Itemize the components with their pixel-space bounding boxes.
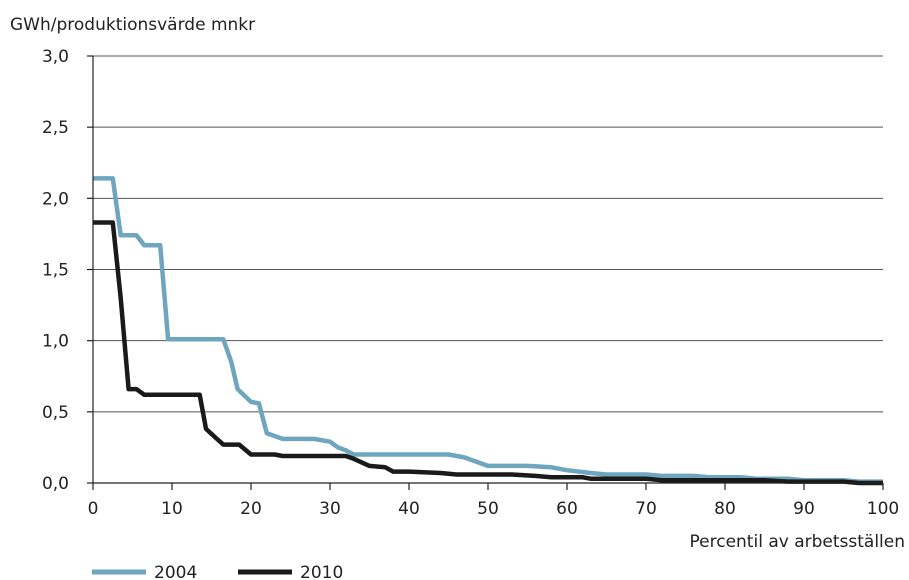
x-tick-label: 100 bbox=[867, 499, 899, 519]
x-tick-label: 50 bbox=[477, 499, 499, 519]
x-ticks: 0 10 20 30 40 50 60 70 80 90 100 bbox=[88, 483, 899, 519]
y-tick-label: 0,5 bbox=[42, 403, 69, 423]
legend: 2004 2010 bbox=[92, 563, 343, 580]
y-tick-label: 2,5 bbox=[42, 118, 69, 138]
x-tick-label: 80 bbox=[714, 499, 736, 519]
x-tick-label: 30 bbox=[319, 499, 341, 519]
y-axis-title: GWh/produktionsvärde mnkr bbox=[10, 15, 255, 35]
gridlines bbox=[93, 55, 883, 413]
x-tick-label: 0 bbox=[88, 499, 99, 519]
y-tick-label: 3,0 bbox=[42, 47, 69, 67]
series-line-2004 bbox=[93, 176, 883, 484]
x-axis-title: Percentil av arbetsställen bbox=[690, 532, 906, 552]
x-tick-label: 20 bbox=[240, 499, 262, 519]
x-tick-label: 90 bbox=[793, 499, 815, 519]
series-layer bbox=[93, 176, 883, 486]
legend-label-2004: 2004 bbox=[154, 563, 197, 580]
x-tick-label: 60 bbox=[556, 499, 578, 519]
x-tick-label: 10 bbox=[161, 499, 183, 519]
x-tick-label: 70 bbox=[635, 499, 657, 519]
y-ticks: 0,0 0,5 1,0 1,5 2,0 2,5 3,0 bbox=[42, 47, 93, 494]
x-tick-label: 40 bbox=[398, 499, 420, 519]
y-tick-label: 0,0 bbox=[42, 474, 69, 494]
y-tick-label: 1,0 bbox=[42, 332, 69, 352]
y-tick-label: 1,5 bbox=[42, 261, 69, 281]
y-tick-label: 2,0 bbox=[42, 189, 69, 209]
legend-label-2010: 2010 bbox=[300, 563, 343, 580]
series-line-2010 bbox=[93, 220, 883, 486]
